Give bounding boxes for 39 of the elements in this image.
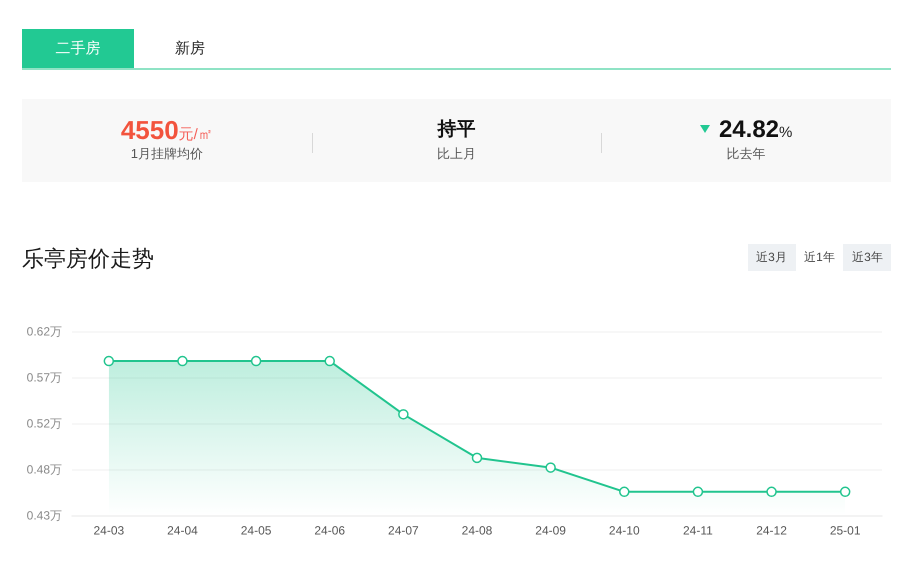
x-tick-label: 24-07 [388,524,420,538]
x-tick-label: 24-12 [756,524,788,538]
y-tick-label: 0.43万 [26,508,62,522]
y-tick-label: 0.48万 [26,462,62,476]
x-tick-label: 24-04 [167,524,198,538]
x-tick-label: 24-10 [608,524,640,538]
text: 近3年 [851,249,884,266]
point [104,356,114,366]
y-tick-label: 0.52万 [26,416,62,430]
x-tick-label: 24-05 [240,524,272,538]
point [692,486,704,498]
point [177,356,188,366]
point [840,486,850,498]
text: 持平 [437,119,476,140]
x-tick-label: 24-09 [535,524,566,538]
text: 二手房 [22,29,134,68]
point [472,452,482,464]
point [545,462,556,473]
text: 比去年 [726,145,767,163]
text: 比上月 [436,145,477,163]
x-tick-label: 24-08 [462,524,493,538]
x-tick-label: 24-11 [683,524,714,538]
text: 1月挂牌均价 [130,145,204,163]
point [398,409,409,420]
point [766,486,777,498]
point [619,486,630,498]
text: 4550元/㎡ [120,115,213,145]
chart-title: 乐亭房价走势 [22,245,154,273]
x-tick-label: 25-01 [830,524,861,538]
y-tick-label: 0.62万 [26,324,62,338]
x-tick-label: 24-03 [93,524,124,538]
text: 24.82% [718,116,792,143]
text: 新房 [174,39,206,59]
point [324,356,335,366]
text: 近3月 [755,249,788,266]
y-tick-label: 0.57万 [26,370,62,384]
x-tick-label: 24-06 [314,524,346,538]
text: 近1年 [796,244,843,271]
point [250,356,262,366]
